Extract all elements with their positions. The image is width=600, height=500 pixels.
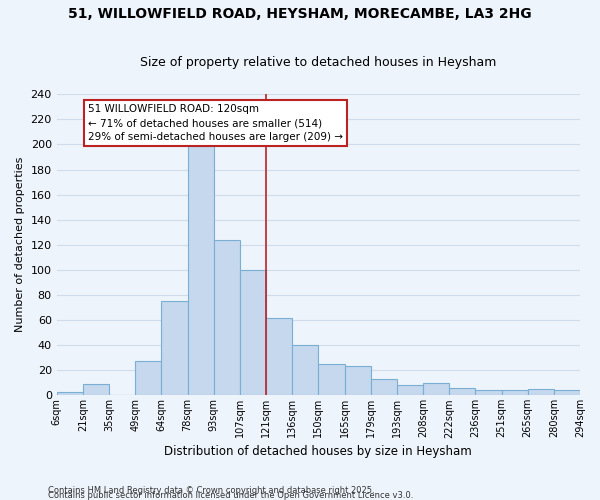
- Bar: [240, 270, 266, 396]
- Text: Contains HM Land Registry data © Crown copyright and database right 2025.: Contains HM Land Registry data © Crown c…: [48, 486, 374, 495]
- Bar: [449, 388, 475, 396]
- Text: 51, WILLOWFIELD ROAD, HEYSHAM, MORECAMBE, LA3 2HG: 51, WILLOWFIELD ROAD, HEYSHAM, MORECAMBE…: [68, 8, 532, 22]
- Bar: [502, 390, 527, 396]
- Bar: [423, 382, 449, 396]
- Bar: [161, 301, 187, 396]
- Text: 51 WILLOWFIELD ROAD: 120sqm
← 71% of detached houses are smaller (514)
29% of se: 51 WILLOWFIELD ROAD: 120sqm ← 71% of det…: [88, 104, 343, 142]
- Bar: [187, 146, 214, 396]
- Bar: [83, 384, 109, 396]
- Bar: [397, 385, 423, 396]
- X-axis label: Distribution of detached houses by size in Heysham: Distribution of detached houses by size …: [164, 444, 472, 458]
- Bar: [292, 345, 319, 396]
- Bar: [319, 364, 344, 396]
- Bar: [554, 390, 580, 396]
- Bar: [475, 390, 502, 396]
- Title: Size of property relative to detached houses in Heysham: Size of property relative to detached ho…: [140, 56, 497, 70]
- Bar: [56, 392, 83, 396]
- Bar: [527, 389, 554, 396]
- Bar: [135, 362, 161, 396]
- Y-axis label: Number of detached properties: Number of detached properties: [15, 157, 25, 332]
- Bar: [266, 318, 292, 396]
- Bar: [214, 240, 240, 396]
- Bar: [371, 379, 397, 396]
- Text: Contains public sector information licensed under the Open Government Licence v3: Contains public sector information licen…: [48, 491, 413, 500]
- Bar: [344, 366, 371, 396]
